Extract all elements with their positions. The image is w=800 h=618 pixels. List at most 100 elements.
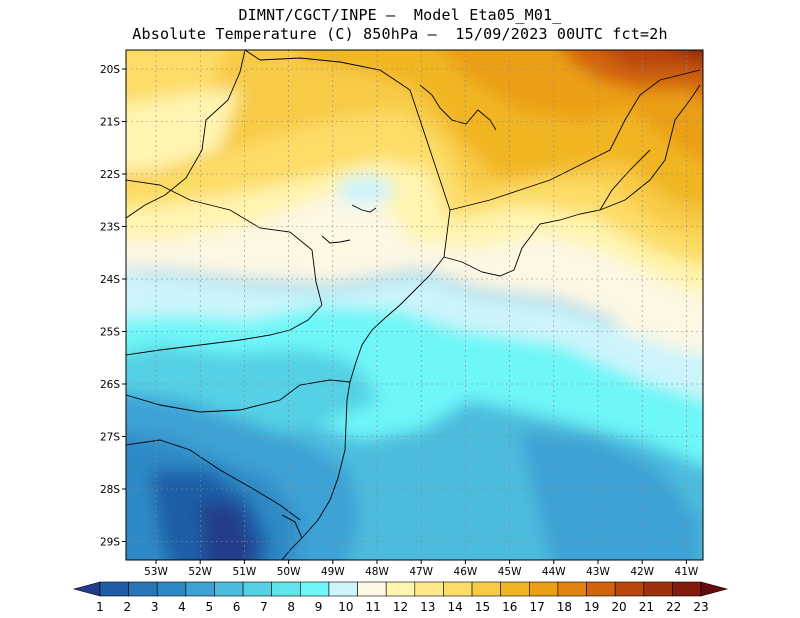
field-left-pale: [126, 90, 240, 173]
lagoa-dos-patos: [281, 514, 303, 539]
coastlines-and-borders: [126, 50, 701, 560]
border-parana: [126, 179, 323, 306]
coastline-south: [281, 256, 445, 560]
grid-lines: [126, 50, 703, 560]
lon-tick-label: 48W: [365, 566, 389, 578]
colorbar: 1 2 3 4 5 6 7 8 9 10 11 12 13 14 15 16 17 18 19 20 21 22 23: [72, 581, 729, 614]
lon-tick-label: 42W: [630, 566, 654, 578]
colorbar-label: 20: [611, 600, 626, 614]
colorbar-label: 19: [584, 600, 599, 614]
colorbar-label: 8: [287, 600, 295, 614]
colorbar-swatch: [643, 581, 673, 597]
colorbar-swatch: [557, 581, 587, 597]
lon-tick-label: 46W: [454, 566, 478, 578]
colorbar-swatch: [385, 581, 416, 597]
border-mg-rj: [449, 69, 701, 211]
lat-tick-label: 25S: [100, 327, 120, 339]
plot-frame: [125, 49, 704, 561]
reservoir-furnas: [419, 84, 497, 131]
colorbar-label: 5: [205, 600, 213, 614]
border-uruguay: [126, 439, 301, 521]
colorbar-swatch: [156, 581, 187, 597]
lon-tick-label: 41W: [675, 566, 699, 578]
lon-tick-label: 47W: [409, 566, 433, 578]
lat-tick-label: 27S: [100, 432, 120, 444]
field-cool-spot: [337, 175, 393, 205]
colorbar-swatch: [242, 581, 273, 597]
lat-tick-label: 28S: [100, 484, 120, 496]
colorbar-swatch: [271, 581, 301, 597]
colorbar-swatch: [185, 581, 215, 597]
border-sc-rs: [126, 379, 351, 413]
colorbar-label: 17: [529, 600, 544, 614]
colorbar-label: 13: [420, 600, 435, 614]
field-rust: [605, 50, 703, 74]
lon-tick-label: 49W: [321, 566, 345, 578]
longitude-axis: 53W 52W 51W 50W 49W 48W 47W 46W 45W 44W 43W 42W 41W: [144, 560, 699, 578]
lon-tick-label: 45W: [498, 566, 522, 578]
colorbar-label: 18: [557, 600, 572, 614]
field-east-cream: [600, 300, 703, 354]
lat-tick-label: 20S: [100, 64, 120, 76]
lon-tick-label: 44W: [542, 566, 566, 578]
colorbar-label: 22: [666, 600, 681, 614]
lat-tick-label: 24S: [100, 274, 120, 286]
colorbar-swatch: [357, 581, 387, 597]
colorbar-swatch: [328, 581, 358, 597]
colorbar-label: 1: [96, 600, 104, 614]
colorbar-swatch: [614, 581, 645, 597]
coastline-north: [443, 84, 701, 277]
colorbar-label: 12: [393, 600, 408, 614]
border-pr-sc: [126, 304, 323, 356]
colorbar-label: 21: [639, 600, 654, 614]
colorbar-swatch: [214, 581, 244, 597]
field-left-yellow: [126, 50, 226, 105]
colorbar-label: 9: [315, 600, 323, 614]
colorbar-label: 3: [151, 600, 159, 614]
lon-tick-label: 43W: [586, 566, 610, 578]
colorbar-label: 10: [338, 600, 353, 614]
colorbar-label: 15: [475, 600, 490, 614]
border-west: [126, 50, 246, 219]
border-rj-es: [599, 149, 651, 211]
border-sp-mg: [244, 50, 451, 258]
colorbar-label: 4: [178, 600, 186, 614]
colorbar-swatch: [500, 581, 530, 597]
lat-tick-label: 21S: [100, 117, 120, 129]
field-east-blue: [520, 430, 700, 560]
colorbar-label: 14: [447, 600, 462, 614]
colorbar-swatch: [99, 581, 129, 597]
colorbar-swatch: [586, 581, 616, 597]
colorbar-swatch: [443, 581, 473, 597]
field-cyan: [126, 305, 703, 466]
colorbar-label: 7: [260, 600, 268, 614]
colorbar-label: 11: [366, 600, 381, 614]
latitude-axis: 20S 21S 22S 23S 24S 25S 26S 27S 28S 29S: [100, 64, 126, 549]
field-maroon: [680, 50, 703, 57]
field-darkest-blue: [200, 500, 255, 560]
reservoir-capivara: [321, 235, 351, 244]
lat-tick-label: 29S: [100, 537, 120, 549]
temperature-field: [126, 50, 703, 560]
lon-tick-label: 51W: [233, 566, 257, 578]
colorbar-low-arrow: [72, 581, 101, 597]
map-title-line-2: Absolute Temperature (C) 850hPa – 15/09/…: [132, 25, 668, 43]
colorbar-label: 6: [233, 600, 241, 614]
lon-tick-label: 52W: [188, 566, 212, 578]
colorbar-swatch: [128, 581, 158, 597]
colorbar-swatch: [528, 581, 559, 597]
colorbar-label: 2: [123, 600, 131, 614]
lon-tick-label: 50W: [277, 566, 301, 578]
colorbar-swatch: [672, 581, 702, 597]
lat-tick-label: 23S: [100, 222, 120, 234]
colorbar-label: 23: [693, 600, 708, 614]
lat-tick-label: 22S: [100, 169, 120, 181]
colorbar-swatch: [414, 581, 444, 597]
colorbar-swatch: [300, 581, 330, 597]
colorbar-label: 16: [502, 600, 517, 614]
colorbar-swatch: [471, 581, 501, 597]
lat-tick-label: 26S: [100, 379, 120, 391]
lon-tick-label: 53W: [144, 566, 168, 578]
map-title-line-1: DIMNT/CGCT/INPE – Model Eta05_M01_: [238, 6, 562, 24]
